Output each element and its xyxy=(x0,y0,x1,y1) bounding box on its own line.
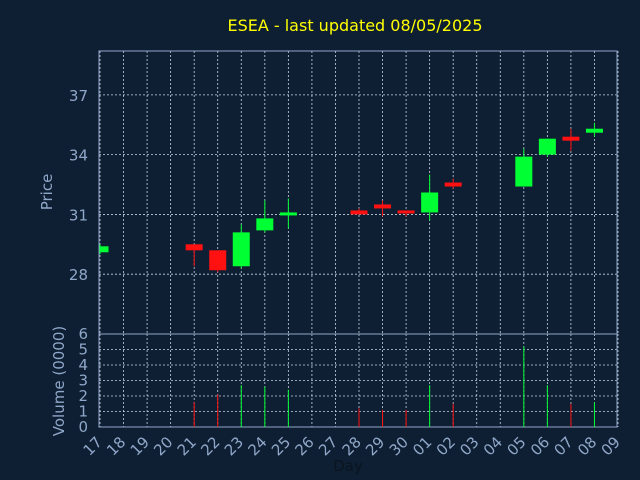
x-axis-label: Day xyxy=(333,457,363,475)
price-axis-label: Price xyxy=(38,174,56,211)
x-tick-label: 04 xyxy=(480,433,506,459)
chart-title: ESEA - last updated 08/05/2025 xyxy=(227,16,482,35)
x-tick-label: 29 xyxy=(362,433,388,459)
x-tick-label: 19 xyxy=(127,433,153,459)
candle-body xyxy=(256,218,274,231)
x-tick-label: 02 xyxy=(433,433,459,459)
x-tick-label: 03 xyxy=(456,433,482,459)
price-panel-frame xyxy=(98,50,618,335)
x-tick-label: 25 xyxy=(268,433,294,459)
candle-body xyxy=(374,204,392,209)
candle-body xyxy=(444,182,462,187)
x-tick-label: 22 xyxy=(197,433,223,459)
candlesticks xyxy=(99,122,603,273)
x-tick-label: 06 xyxy=(527,433,553,459)
price-y-tick-labels: 28 31 34 37 xyxy=(69,87,88,284)
x-tick-label: 20 xyxy=(150,433,176,459)
candle-body xyxy=(185,244,203,251)
candle-body xyxy=(232,232,250,267)
candle-body xyxy=(100,246,109,253)
x-tick-label: 26 xyxy=(292,433,318,459)
candle-body xyxy=(515,156,533,187)
x-tick-label: 23 xyxy=(221,433,247,459)
x-tick-label: 08 xyxy=(574,433,600,459)
price-tick-label: 34 xyxy=(69,147,88,165)
candle-body xyxy=(279,212,297,216)
price-tick-label: 28 xyxy=(69,266,88,284)
x-tick-label: 21 xyxy=(174,433,200,459)
x-tick-label: 09 xyxy=(598,433,624,459)
price-gridlines xyxy=(99,51,619,334)
x-tick-label: 17 xyxy=(80,433,106,459)
x-tick-label: 18 xyxy=(103,433,129,459)
x-tick-label: 27 xyxy=(315,433,341,459)
volume-tick-label: 0 xyxy=(78,418,88,436)
x-tick-label: 05 xyxy=(503,433,529,459)
candle-body xyxy=(209,250,227,271)
x-tick-label: 28 xyxy=(339,433,365,459)
candle-body xyxy=(421,192,439,213)
x-tick-label: 30 xyxy=(386,433,412,459)
volume-tick-label: 2 xyxy=(78,387,88,405)
volume-tick-label: 1 xyxy=(78,403,88,421)
volume-panel-frame xyxy=(98,333,618,428)
volume-tick-label: 4 xyxy=(78,356,88,374)
price-tick-label: 31 xyxy=(69,206,88,224)
x-tick-labels: 1718192021222324252627282930010203040506… xyxy=(80,433,624,459)
volume-tick-label: 3 xyxy=(78,372,88,390)
x-tick-label: 24 xyxy=(244,433,270,459)
candle-body xyxy=(538,138,556,155)
x-tick-label: 07 xyxy=(551,433,577,459)
volume-tick-label: 5 xyxy=(78,341,88,359)
candle-body xyxy=(562,136,580,141)
volume-bars xyxy=(193,346,595,427)
candle-body xyxy=(397,210,415,214)
volume-tick-label: 6 xyxy=(78,325,88,343)
volume-axis-label: Volume (0000) xyxy=(50,326,68,436)
price-tick-label: 37 xyxy=(69,87,88,105)
x-tick-label: 01 xyxy=(409,433,435,459)
candle-body xyxy=(585,128,603,133)
candle-body xyxy=(350,210,368,215)
